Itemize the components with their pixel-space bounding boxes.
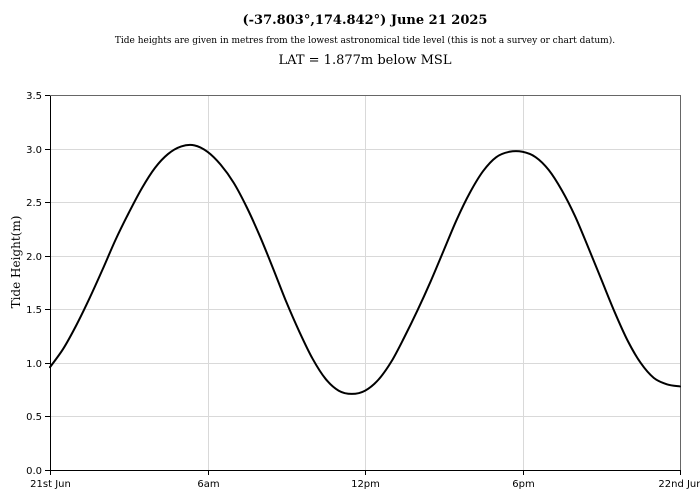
- y-tick-label: 0.5: [26, 412, 42, 423]
- y-axis-label: Tide Height(m): [9, 216, 23, 309]
- y-tick-label: 1.5: [26, 305, 42, 316]
- y-tick-label: 1.0: [26, 359, 42, 370]
- axis-ticks: 0.0 0.5 1.0 1.5 2.0 2.5 3.0 3.5 21st Jun 6am 12pm 6…: [26, 91, 700, 490]
- x-tick-label: 12pm: [351, 479, 380, 490]
- y-tick-label: 0.0: [26, 466, 42, 477]
- lat-note: LAT = 1.877m below MSL: [279, 53, 452, 68]
- y-tick-label: 2.0: [26, 252, 42, 263]
- y-tick-label: 3.5: [26, 91, 42, 102]
- tide-height-line: [49, 143, 681, 395]
- x-tick-label: 6pm: [512, 479, 534, 490]
- x-tick-label: 6am: [197, 479, 219, 490]
- x-tick-label: 21st Jun: [30, 479, 71, 490]
- series-layer: [49, 143, 681, 395]
- y-tick-label: 2.5: [26, 198, 42, 209]
- grid: [50, 95, 680, 470]
- chart-title: (-37.803°,174.842°) June 21 2025: [243, 13, 488, 28]
- chart-subtitle: Tide heights are given in metres from th…: [115, 35, 615, 46]
- plot-frame: [50, 95, 681, 471]
- x-tick-label: 22nd Jun: [658, 479, 700, 490]
- y-tick-label: 3.0: [26, 145, 42, 156]
